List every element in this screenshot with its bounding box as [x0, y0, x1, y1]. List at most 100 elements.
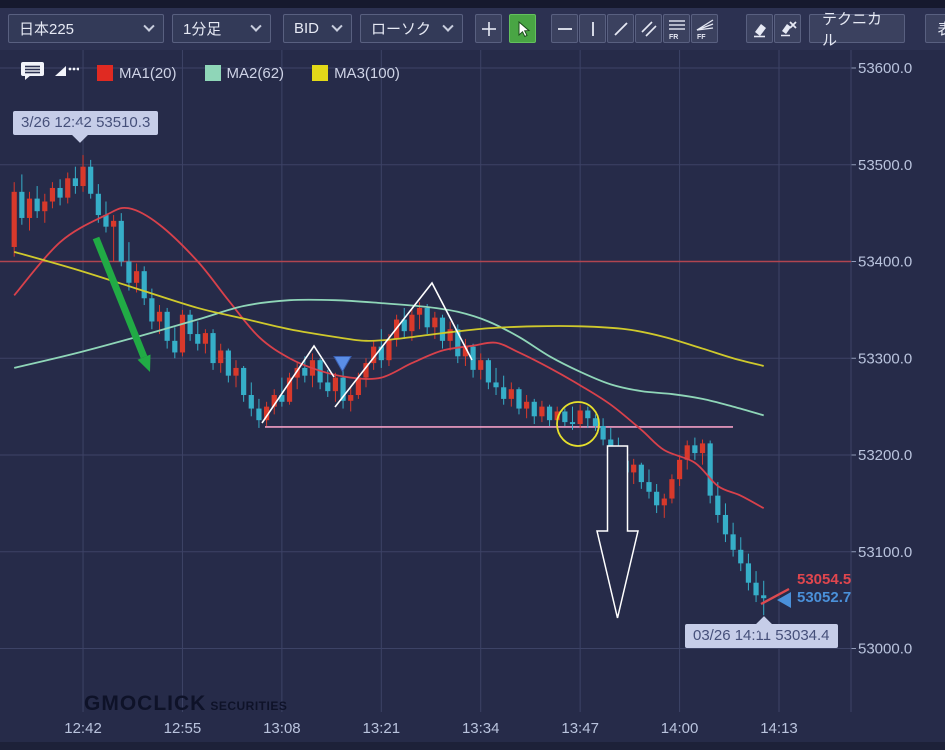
candle-body [103, 215, 109, 227]
candle-body [562, 411, 568, 423]
candle-body [294, 367, 300, 378]
candle-body [478, 360, 484, 370]
ask-price-marker [760, 587, 790, 606]
candle-body [141, 271, 147, 299]
trend-line-button[interactable] [607, 14, 634, 43]
x-axis-label: 14:13 [760, 720, 798, 737]
table-label: 表 [938, 18, 945, 39]
zigzag-line-1[interactable] [261, 344, 335, 424]
y-axis-label: 53100.0 [858, 544, 912, 561]
horizontal-line-button[interactable] [551, 14, 578, 43]
candle-body [631, 464, 637, 473]
horizontal-line-icon [557, 27, 572, 30]
vertical-line-icon [591, 21, 594, 36]
blue-down-triangle-marker[interactable] [333, 356, 352, 373]
candle-body [462, 346, 469, 357]
draw-annotation-icon[interactable] [53, 63, 80, 84]
x-axis-label: 13:08 [263, 720, 301, 737]
interval-dropdown[interactable]: 1分足 [172, 14, 271, 43]
candle-body [722, 514, 729, 535]
candle-body [65, 178, 71, 198]
candle-body [26, 198, 33, 218]
candle-body [730, 534, 736, 550]
eraser-icon [753, 23, 766, 37]
candle-body [447, 329, 453, 341]
symbol-label: 日本225 [19, 21, 75, 38]
fibonacci-fan-icon: FF [696, 18, 713, 40]
y-axis-label: 53200.0 [858, 447, 912, 464]
candle-body [72, 178, 78, 187]
price-type-dropdown[interactable]: BID [283, 14, 352, 43]
chevron-down-icon [250, 20, 262, 32]
crosshair-button[interactable] [475, 14, 502, 43]
candle-body [241, 367, 247, 396]
candle-body [279, 395, 285, 402]
zigzag-line-2[interactable] [334, 281, 473, 408]
ma-line-2 [13, 298, 764, 417]
window-top-strip [0, 0, 945, 8]
candle-body [738, 549, 744, 564]
legend: MA1(20) MA2(62) MA3(100) [20, 62, 428, 84]
bid-price-marker [777, 592, 791, 608]
chevron-down-icon [442, 20, 454, 32]
x-axis-label: 13:34 [462, 720, 500, 737]
x-axis-label: 13:21 [363, 720, 401, 737]
ma2-label: MA2(62) [226, 64, 285, 82]
legend-item-ma3: MA3(100) [312, 65, 400, 82]
candle-body [340, 377, 346, 401]
parallel-lines-button[interactable] [635, 14, 662, 43]
candle-body [302, 367, 308, 376]
white-down-arrow[interactable] [596, 445, 639, 619]
candle-body [585, 410, 591, 419]
fibonacci-retracement-button[interactable]: FR [663, 14, 690, 43]
symbol-dropdown[interactable]: 日本225 [8, 14, 164, 43]
ma1-label: MA1(20) [119, 64, 177, 82]
ma2-swatch [204, 65, 221, 81]
candle-body [187, 314, 193, 335]
cursor-button[interactable] [509, 14, 536, 43]
candle-body [133, 271, 140, 283]
candle-body [202, 333, 208, 344]
price-type-label: BID [294, 20, 320, 37]
candle-body [332, 377, 339, 392]
candle-body [111, 220, 117, 227]
vertical-line-button[interactable] [579, 14, 606, 43]
candle-body [88, 166, 94, 194]
interval-label: 1分足 [183, 21, 222, 38]
green-arrow-head[interactable] [137, 354, 151, 372]
technical-button[interactable]: テクニカル [809, 11, 905, 49]
green-arrow-shaft[interactable] [92, 236, 148, 359]
legend-item-ma2: MA2(62) [204, 64, 285, 82]
candle-body [218, 350, 224, 364]
y-axis-label: 53400.0 [858, 254, 912, 271]
candle-body [286, 377, 293, 402]
candle-body [156, 311, 163, 322]
candle-body [19, 191, 25, 218]
candle-body [233, 367, 239, 376]
candle-body [11, 191, 17, 247]
candle-body [325, 382, 331, 392]
chart-style-dropdown[interactable]: ローソク [360, 14, 463, 43]
candle-body [80, 166, 86, 187]
candle-body [455, 329, 461, 357]
candle-body [126, 261, 132, 283]
ask-price-label: 53054.5 [797, 571, 852, 588]
candle-body [210, 333, 216, 364]
candle-body [363, 363, 369, 378]
candle-body [424, 307, 430, 328]
low-price-tooltip: 03/26 14:11 53034.4 [685, 616, 838, 648]
candle-body [676, 459, 683, 480]
candle-body [493, 382, 499, 388]
candle-body [745, 563, 752, 583]
eraser-button[interactable] [746, 14, 773, 43]
candle-body [271, 395, 277, 407]
candle-body [378, 346, 384, 361]
candle-body [263, 406, 270, 421]
fibonacci-fan-button[interactable]: FF [691, 14, 718, 43]
chevron-down-icon [143, 20, 155, 32]
table-button[interactable]: 表 [925, 14, 945, 43]
yellow-circle-annotation[interactable] [556, 401, 600, 447]
comment-icon[interactable] [20, 60, 45, 86]
eraser-all-button[interactable] [774, 14, 801, 43]
